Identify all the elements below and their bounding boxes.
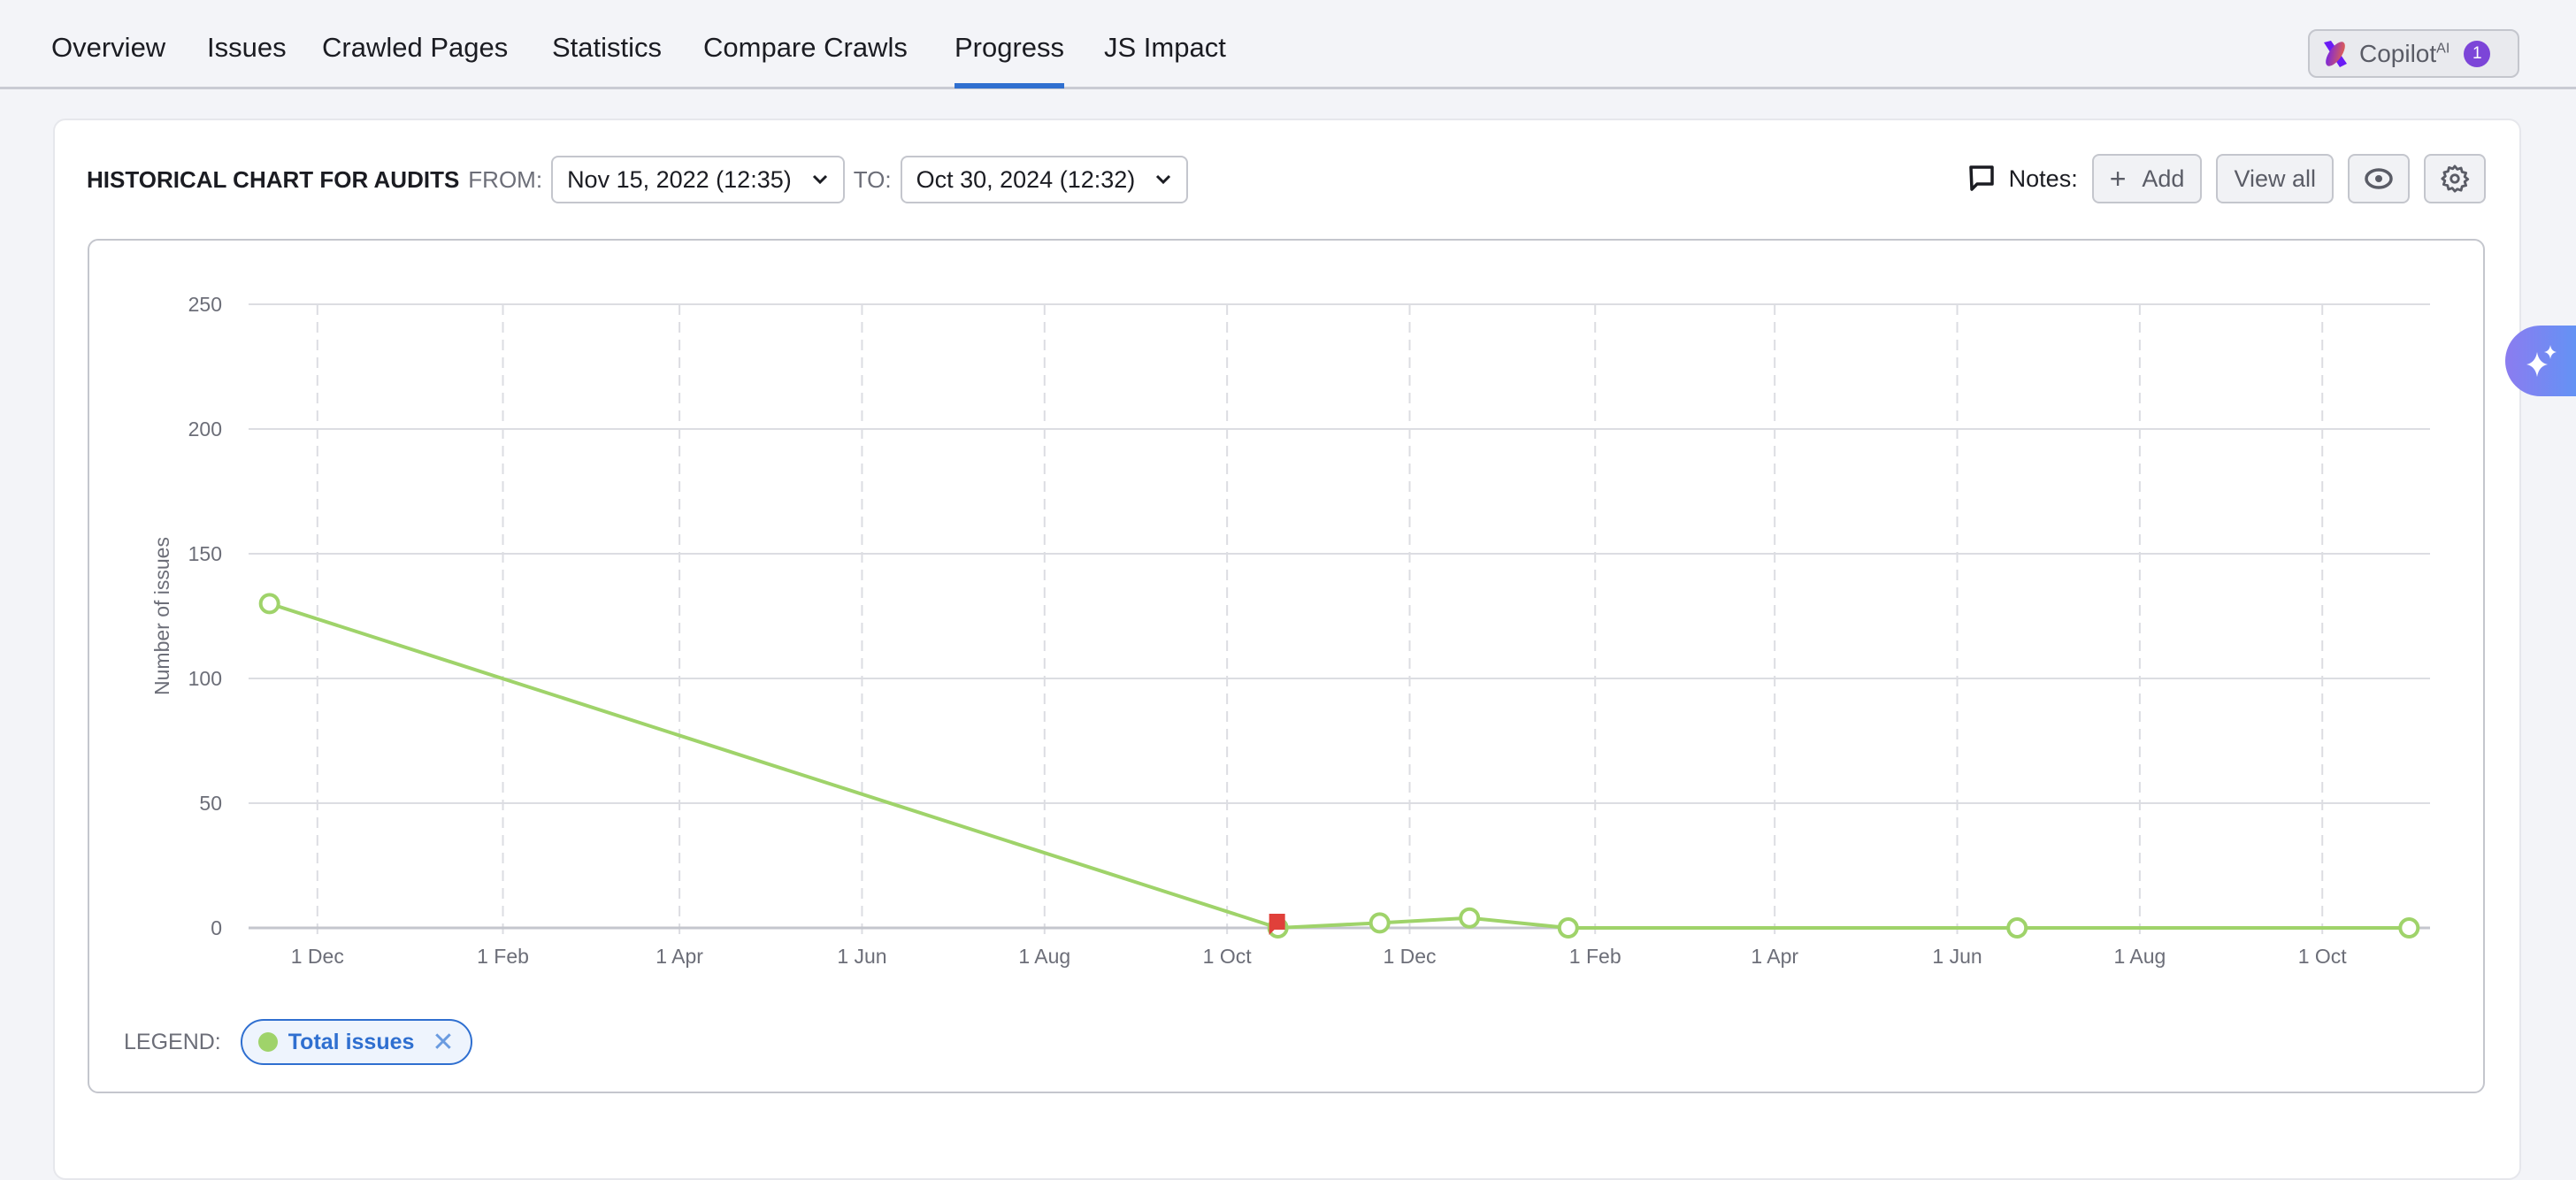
tab-statistics[interactable]: Statistics (552, 32, 663, 63)
tab-compare-crawls[interactable]: Compare Crawls (703, 32, 908, 63)
x-tick-label: 1 Apr (656, 945, 703, 968)
y-tick-label: 250 (188, 293, 222, 316)
chevron-down-icon (1156, 174, 1171, 185)
from-label: FROM: (468, 165, 543, 193)
tab-crawled-pages[interactable]: Crawled Pages (322, 32, 509, 63)
series-line (269, 601, 2410, 931)
x-tick-label: 1 Aug (2113, 945, 2166, 968)
y-tick-label: 100 (188, 667, 222, 690)
tab-bar: Overview Issues Crawled Pages Statistics… (0, 0, 2576, 89)
tab-overview[interactable]: Overview (51, 32, 166, 63)
x-tick-label: 1 Dec (291, 945, 344, 968)
data-point (1557, 917, 1579, 939)
copilot-logo-icon (2324, 40, 2347, 67)
chart-header: HISTORICAL CHART FOR AUDITS FROM: Nov 15… (87, 156, 1189, 203)
chart-title: HISTORICAL CHART FOR AUDITS (87, 165, 460, 193)
y-tick-label: 50 (199, 792, 222, 815)
close-icon[interactable]: ✕ (432, 1027, 455, 1057)
data-point (2006, 917, 2028, 939)
legend: LEGEND: Total issues ✕ (124, 1019, 472, 1065)
data-point (1368, 912, 1391, 934)
chart-container: 1 Dec 1 Feb 1 Apr 1 Jun 1 Aug 1 Oct 1 Dec 1 Feb… (88, 239, 2485, 1093)
y-axis-label: Number of issues (150, 537, 173, 695)
historical-chart-card (53, 119, 2521, 1180)
toggle-notes-visibility-button[interactable] (2348, 154, 2410, 203)
x-tick-label: 1 Oct (1203, 945, 1253, 968)
line-chart: 1 Dec 1 Feb 1 Apr 1 Jun 1 Aug 1 Oct 1 Dec 1 Feb… (150, 293, 2430, 968)
tab-progress[interactable]: Progress (954, 32, 1065, 88)
copilot-label: CopilotAI (2359, 39, 2450, 67)
add-note-button[interactable]: + Add (2091, 154, 2203, 203)
legend-item-label: Total issues (288, 1029, 415, 1054)
from-date-value: Nov 15, 2022 (12:35) (567, 165, 792, 193)
view-all-notes-button[interactable]: View all (2216, 154, 2334, 203)
sparkle-icon (2526, 345, 2557, 377)
chevron-down-icon (812, 174, 827, 185)
to-date-dropdown[interactable]: Oct 30, 2024 (12:32) (900, 156, 1189, 203)
data-point (258, 593, 280, 615)
notes-toolbar: Notes: + Add View all (1968, 154, 2486, 203)
y-tick-label: 200 (188, 418, 222, 441)
y-tick-label: 150 (188, 542, 222, 565)
data-point (2398, 917, 2420, 939)
legend-dot (257, 1032, 278, 1052)
tab-js-impact[interactable]: JS Impact (1104, 32, 1226, 63)
plus-icon: + (2109, 162, 2127, 195)
y-tick-label: 0 (211, 916, 222, 939)
x-tick-label: 1 Dec (1383, 945, 1436, 968)
x-tick-label: 1 Oct (2298, 945, 2348, 968)
notes-label: Notes: (2008, 165, 2078, 192)
settings-button[interactable] (2424, 154, 2486, 203)
x-tick-label: 1 Feb (477, 945, 529, 968)
gear-icon (2441, 165, 2470, 193)
copilot-badge: 1 (2464, 40, 2491, 67)
from-date-dropdown[interactable]: Nov 15, 2022 (12:35) (551, 156, 845, 203)
to-date-value: Oct 30, 2024 (12:32) (916, 165, 1136, 193)
data-point (1459, 907, 1481, 929)
copilot-button[interactable]: CopilotAI 1 (2308, 29, 2519, 78)
x-tick-label: 1 Jun (837, 945, 886, 968)
comment-icon (1968, 165, 1994, 191)
x-tick-label: 1 Aug (1018, 945, 1070, 968)
x-tick-label: 1 Feb (1569, 945, 1622, 968)
ai-assistant-button[interactable] (2505, 326, 2576, 396)
x-tick-label: 1 Apr (1751, 945, 1798, 968)
x-tick-label: 1 Jun (1932, 945, 1982, 968)
eye-icon (2365, 168, 2393, 189)
legend-item-total-issues[interactable]: Total issues ✕ (240, 1019, 472, 1065)
tab-issues[interactable]: Issues (207, 32, 287, 63)
to-label: TO: (853, 165, 892, 193)
legend-label: LEGEND: (124, 1029, 221, 1054)
note-flag-marker (1269, 914, 1285, 935)
